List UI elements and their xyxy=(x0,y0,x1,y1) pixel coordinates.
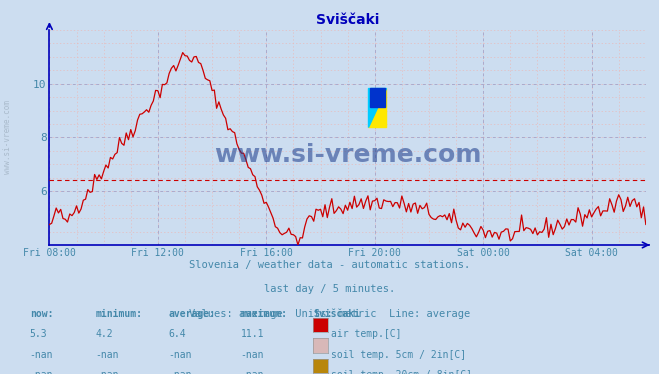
Text: air temp.[C]: air temp.[C] xyxy=(331,329,402,339)
Polygon shape xyxy=(370,88,385,107)
Text: -nan: -nan xyxy=(30,350,53,360)
Text: last day / 5 minutes.: last day / 5 minutes. xyxy=(264,284,395,294)
Text: Values: average  Units: metric  Line: average: Values: average Units: metric Line: aver… xyxy=(189,309,470,319)
Title: Sviščaki: Sviščaki xyxy=(316,13,380,27)
Text: -nan: -nan xyxy=(168,370,192,374)
Text: now:: now: xyxy=(30,309,53,319)
Text: 11.1: 11.1 xyxy=(241,329,264,339)
Text: minimum:: minimum: xyxy=(96,309,142,319)
Polygon shape xyxy=(368,88,386,127)
Text: 4.2: 4.2 xyxy=(96,329,113,339)
Text: soil temp. 5cm / 2in[C]: soil temp. 5cm / 2in[C] xyxy=(331,350,467,360)
Text: 5.3: 5.3 xyxy=(30,329,47,339)
Text: 6.4: 6.4 xyxy=(168,329,186,339)
Text: -nan: -nan xyxy=(96,350,119,360)
Text: -nan: -nan xyxy=(96,370,119,374)
Text: -nan: -nan xyxy=(30,370,53,374)
Text: maximum:: maximum: xyxy=(241,309,287,319)
Text: -nan: -nan xyxy=(241,350,264,360)
Text: www.si-vreme.com: www.si-vreme.com xyxy=(3,101,13,174)
Text: -nan: -nan xyxy=(241,370,264,374)
Text: Sviščaki: Sviščaki xyxy=(313,309,360,319)
Text: average:: average: xyxy=(168,309,215,319)
Text: www.si-vreme.com: www.si-vreme.com xyxy=(214,142,481,167)
Text: Slovenia / weather data - automatic stations.: Slovenia / weather data - automatic stat… xyxy=(189,260,470,270)
Polygon shape xyxy=(368,88,386,127)
Text: -nan: -nan xyxy=(168,350,192,360)
Text: soil temp. 20cm / 8in[C]: soil temp. 20cm / 8in[C] xyxy=(331,370,473,374)
